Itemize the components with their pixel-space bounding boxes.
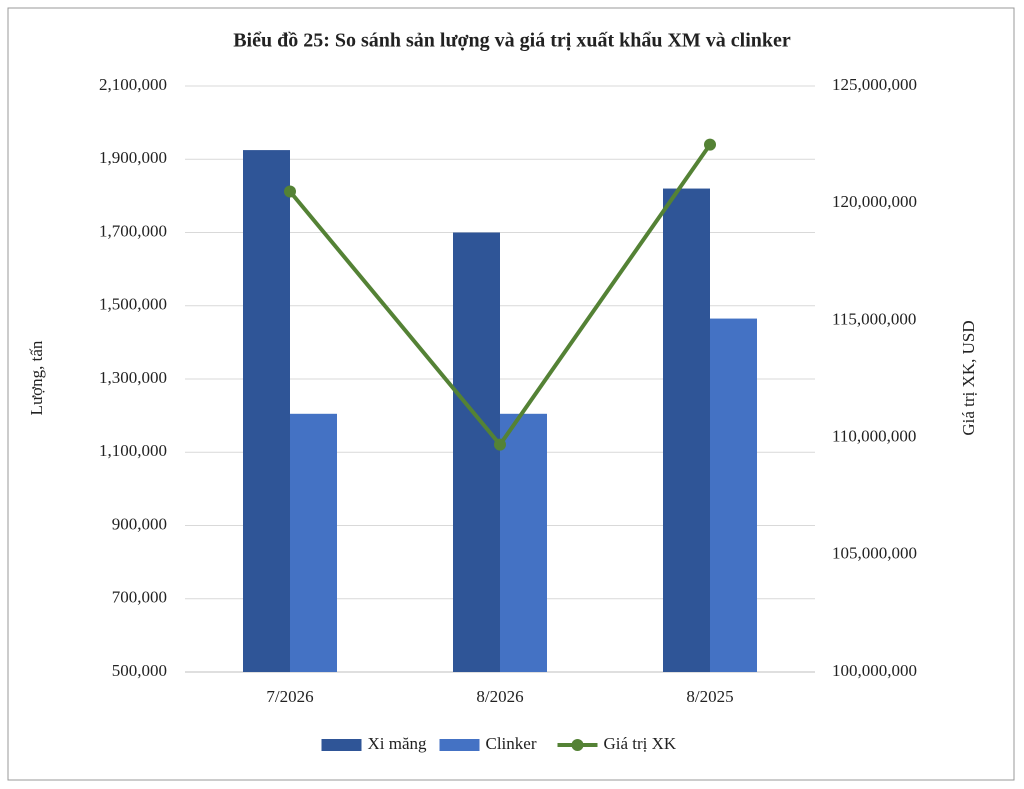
y2-tick-label: 125,000,000	[832, 75, 917, 94]
bar	[710, 318, 757, 672]
y-axis-label: Lượng, tấn	[27, 340, 46, 415]
legend-label: Xi măng	[368, 734, 428, 753]
y-tick-label: 1,500,000	[99, 295, 167, 314]
y-tick-label: 1,700,000	[99, 221, 167, 240]
legend-marker	[571, 739, 584, 751]
y-tick-label: 700,000	[112, 588, 167, 607]
x-tick-label: 8/2025	[686, 687, 733, 706]
y-tick-label: 1,100,000	[99, 441, 167, 460]
x-tick-label: 8/2026	[476, 687, 523, 706]
legend-label: Clinker	[486, 734, 537, 753]
y2-tick-label: 100,000,000	[832, 661, 917, 680]
bar	[290, 413, 337, 672]
y2-tick-label: 110,000,000	[832, 427, 916, 446]
bar	[500, 413, 547, 672]
y-tick-label: 2,100,000	[99, 75, 167, 94]
y2-axis-label: Giá trị XK, USD	[959, 320, 978, 435]
bar	[453, 232, 500, 672]
point	[284, 185, 296, 198]
x-tick-label: 7/2026	[266, 687, 313, 706]
y-tick-label: 900,000	[112, 514, 167, 533]
legend-swatch	[439, 739, 480, 751]
y2-tick-label: 105,000,000	[832, 544, 917, 563]
y2-tick-label: 120,000,000	[832, 192, 917, 211]
y2-tick-label: 115,000,000	[832, 309, 916, 328]
chart-title: Biểu đồ 25: So sánh sản lượng và giá trị…	[233, 30, 791, 52]
bar	[243, 150, 290, 672]
legend-label: Giá trị XK	[604, 734, 677, 753]
point	[704, 138, 716, 151]
bar	[663, 188, 710, 673]
y-tick-label: 500,000	[112, 661, 167, 680]
legend-swatch	[321, 739, 362, 751]
y-tick-label: 1,900,000	[99, 148, 167, 167]
point	[494, 438, 506, 451]
y-tick-label: 1,300,000	[99, 368, 167, 387]
